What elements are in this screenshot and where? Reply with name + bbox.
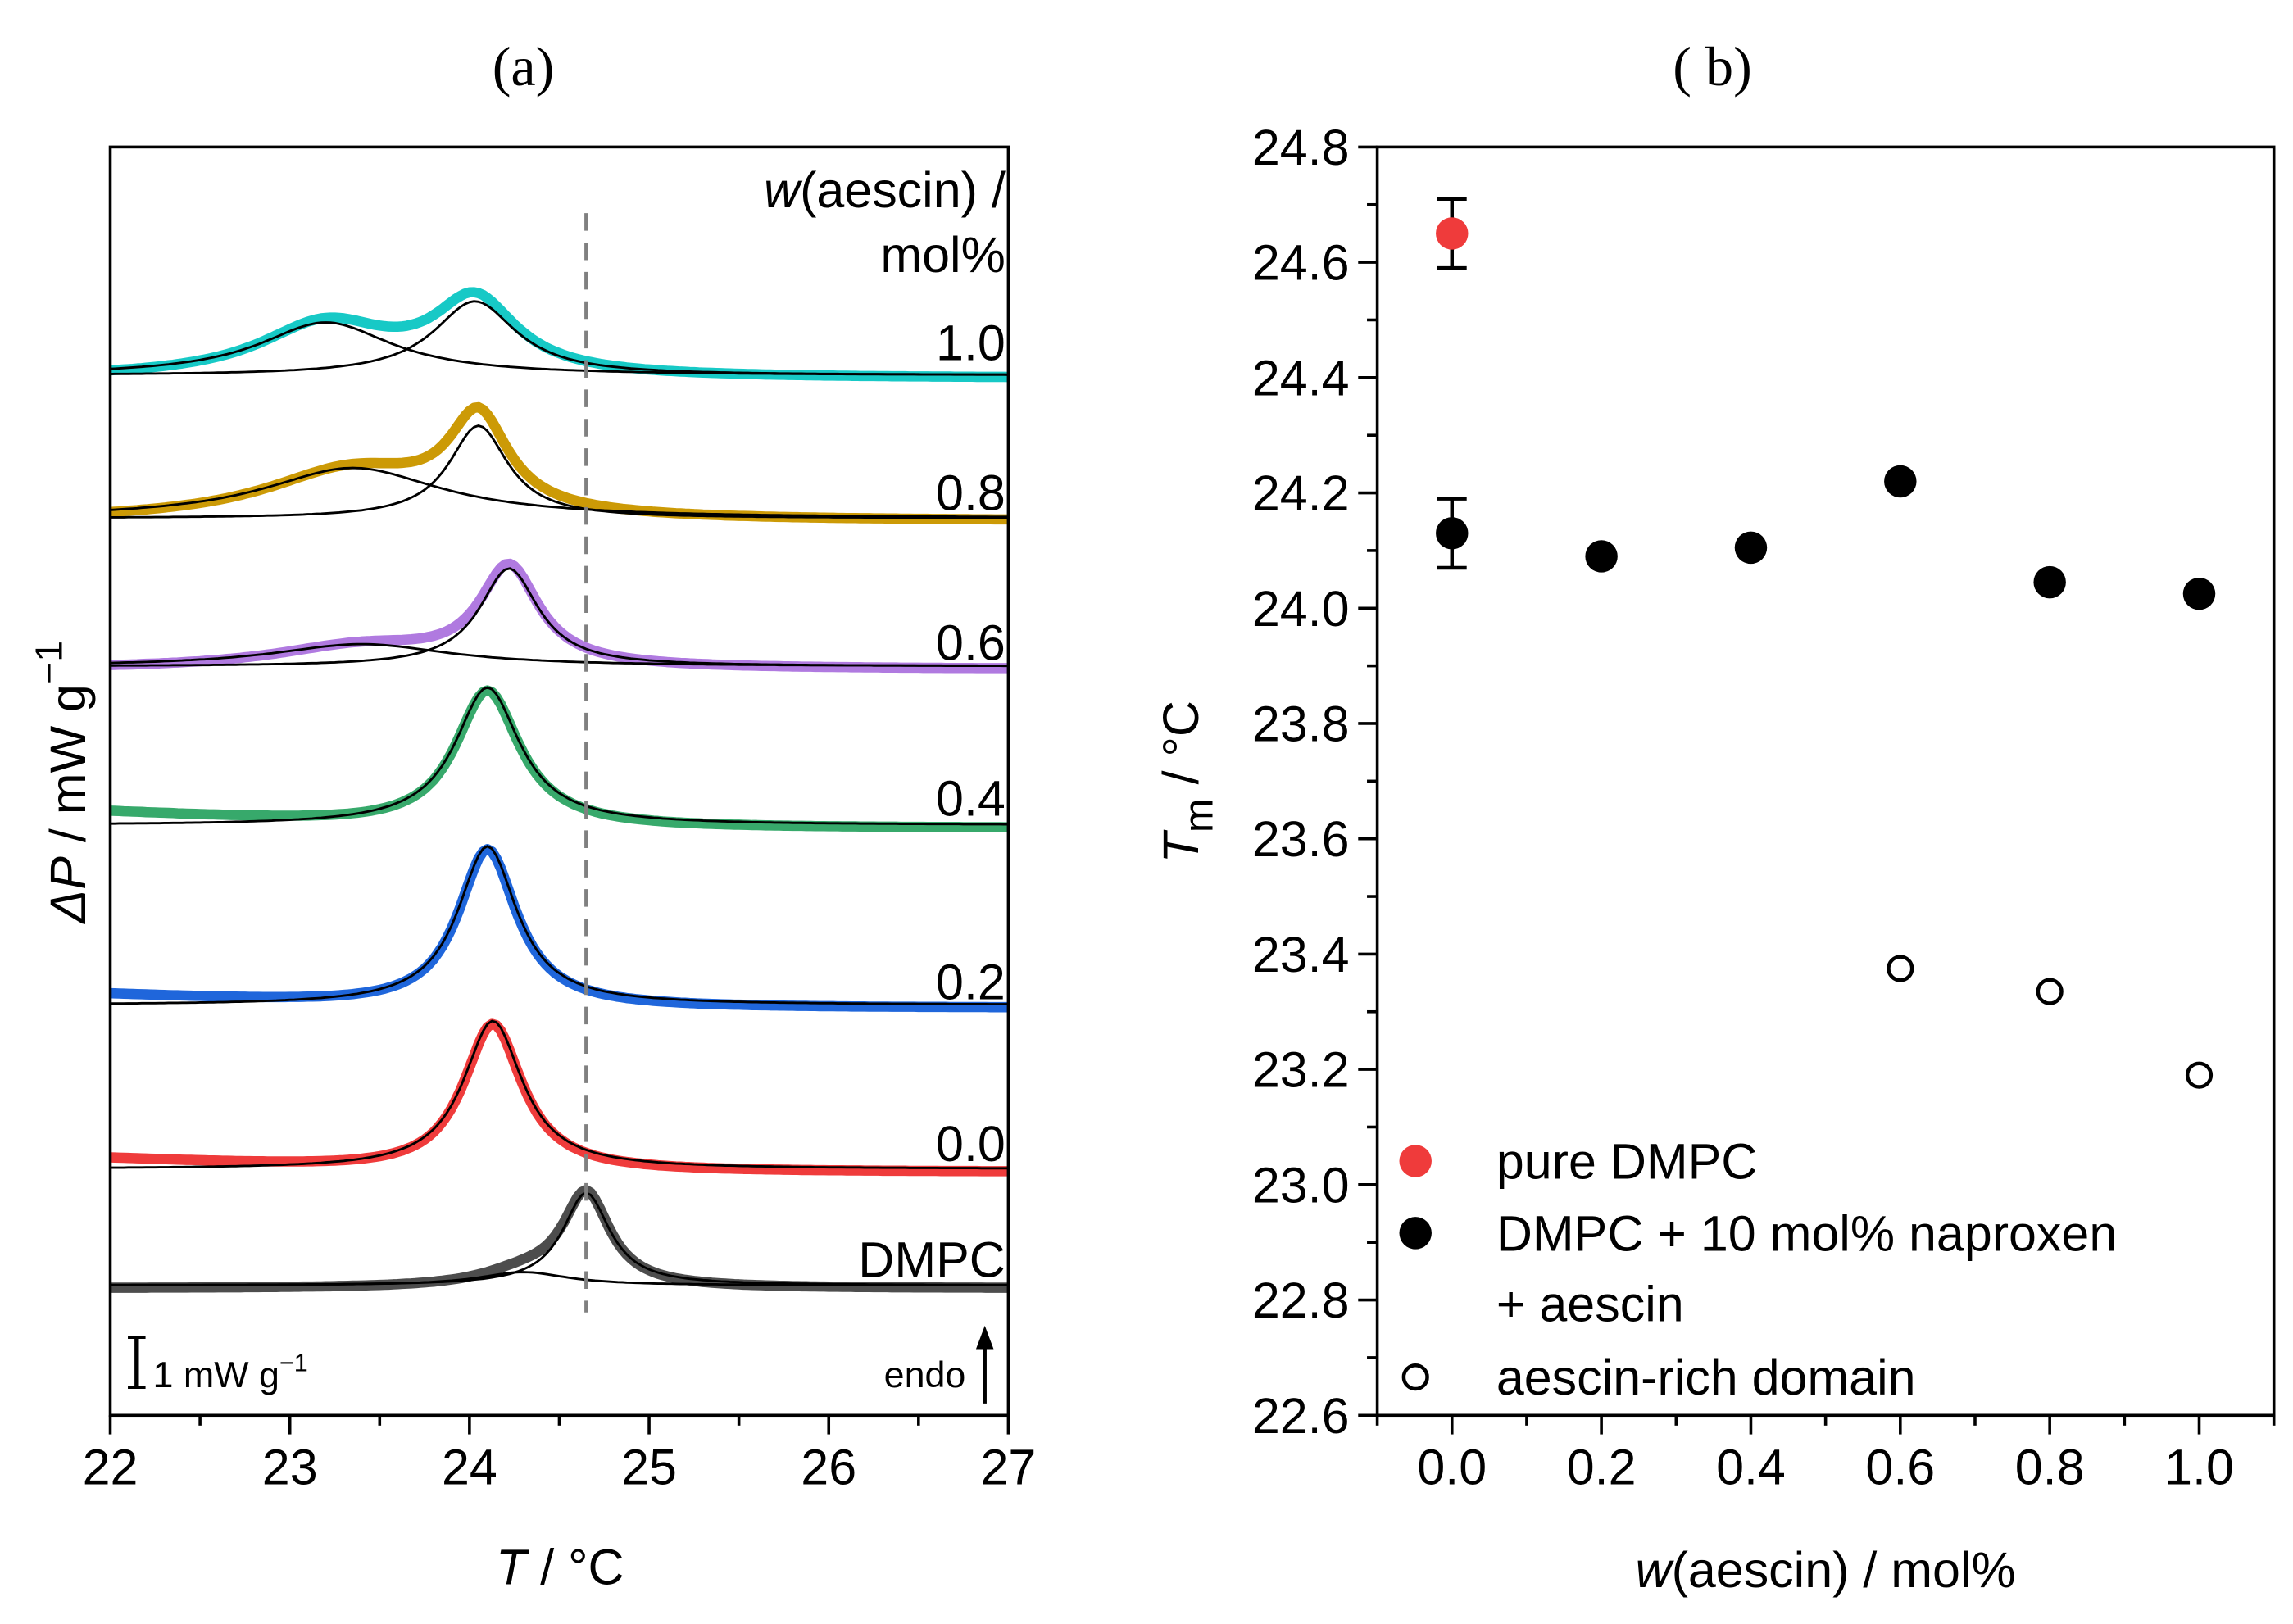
- data-point-filled: [1436, 217, 1469, 250]
- scale-bar-label: 1 mW g−1: [153, 1349, 308, 1395]
- legend-label-aescin-rich: aescin-rich domain: [1496, 1350, 1916, 1405]
- y-tick-label-b: 22.8: [1252, 1272, 1350, 1328]
- dsc-trace-0.0: [109, 1018, 1010, 1177]
- data-point-filled: [1884, 465, 1917, 498]
- x-tick-label-b: 1.0: [2164, 1440, 2234, 1495]
- data-point-open: [1887, 955, 1914, 982]
- y-tick-label-b: 24.6: [1252, 235, 1350, 291]
- data-point-open: [2185, 1061, 2214, 1089]
- fit-curve-0.8: [110, 466, 1009, 519]
- panel-b-plot: 22.6 22.8 23.0 23.2 23.4 23.6 23.8 24.0 24.2 24.4…: [1252, 120, 2276, 1495]
- x-tick-label-b: 0.8: [2015, 1440, 2085, 1495]
- y-axis-label-a: ΔP / mW g−1: [27, 641, 96, 925]
- x-tick-label-b: 0.2: [1567, 1440, 1637, 1495]
- trace-label-0.8: 0.8: [936, 465, 1006, 520]
- legend-b: pure DMPC DMPC + 10 mol% naproxen + aesc…: [1496, 1134, 2117, 1406]
- x-tick-label-a: 23: [262, 1440, 318, 1495]
- x-axis-label-a: T / °C: [496, 1540, 624, 1595]
- y-tick-label-b: 24.4: [1252, 350, 1350, 406]
- data-point-filled: [1585, 540, 1618, 573]
- panel-a-plot: 22 23 24 25 26 27: [83, 213, 1036, 1495]
- y-tick-label-b: 22.6: [1252, 1388, 1350, 1444]
- fit-curve-0.6: [110, 642, 1009, 667]
- panel-b-frame: [1375, 145, 2276, 1418]
- panel-a-frame: [108, 145, 1010, 1418]
- fit-curve-0.2: [110, 845, 1009, 1006]
- dsc-trace-0.6: [109, 558, 1010, 674]
- trace-label-0.6: 0.6: [936, 615, 1006, 670]
- fit-curve-1.0: [110, 300, 1009, 376]
- legend-title-a-line2: mol%: [880, 227, 1005, 283]
- fit-curve-1.0: [110, 321, 1009, 376]
- y-tick-label-b: 23.8: [1252, 696, 1350, 752]
- endo-label: endo: [884, 1354, 966, 1395]
- legend-marker-filled: [1399, 1217, 1432, 1250]
- fit-curve-0.8: [110, 424, 1009, 519]
- panel-a-title: (a): [493, 35, 555, 98]
- legend-marker-open: [1401, 1363, 1429, 1391]
- x-tick-label-b: 0.0: [1417, 1440, 1487, 1495]
- data-point-filled: [2182, 577, 2216, 610]
- y-tick-label-b: 23.0: [1252, 1157, 1350, 1213]
- y-tick-label-b: 23.2: [1252, 1042, 1350, 1098]
- legend-label-naproxen-line2: + aescin: [1496, 1276, 1684, 1331]
- trace-label-DMPC: DMPC: [858, 1232, 1006, 1288]
- dsc-trace-DMPC: [109, 1185, 1010, 1293]
- x-tick-label-b: 0.6: [1865, 1440, 1935, 1495]
- dsc-trace-0.2: [109, 844, 1010, 1013]
- x-axis-label-b: w(aescin) / mol%: [1636, 1542, 2016, 1598]
- trace-label-0.0: 0.0: [936, 1116, 1006, 1172]
- trace-label-1.0: 1.0: [936, 315, 1006, 370]
- y-tick-label-b: 24.2: [1252, 465, 1350, 521]
- legend-title-a: w(aescin) /: [764, 162, 1006, 218]
- data-point-filled: [1436, 517, 1469, 550]
- legend-label-pure-dmpc: pure DMPC: [1496, 1134, 1757, 1190]
- trace-label-0.4: 0.4: [936, 770, 1006, 826]
- trace-label-0.2: 0.2: [936, 955, 1006, 1010]
- fit-curve-0.0: [110, 1019, 1009, 1170]
- fit-curve-0.4: [110, 686, 1009, 826]
- y-tick-label-b: 24.8: [1252, 120, 1350, 175]
- y-tick-label-b: 23.4: [1252, 927, 1350, 982]
- data-point-filled: [1734, 531, 1768, 565]
- data-point-filled: [2033, 565, 2066, 599]
- x-tick-label-b: 0.4: [1716, 1440, 1786, 1495]
- y-axis-label-b: Tm / °C: [1153, 701, 1222, 863]
- data-point-open: [2036, 978, 2064, 1005]
- panel-b-title: ( b): [1673, 35, 1752, 98]
- fit-curve-DMPC: [110, 1271, 1009, 1286]
- dsc-trace-0.4: [109, 685, 1010, 832]
- fit-curve-0.6: [110, 567, 1009, 668]
- x-tick-label-a: 24: [442, 1440, 497, 1495]
- legend-marker-filled: [1399, 1145, 1432, 1177]
- y-tick-label-b: 23.6: [1252, 811, 1350, 867]
- y-tick-label-b: 24.0: [1252, 581, 1350, 637]
- x-tick-label-a: 22: [83, 1440, 138, 1495]
- dsc-trace-1.0: [109, 287, 1010, 383]
- legend-label-naproxen: DMPC + 10 mol% naproxen: [1496, 1205, 2117, 1261]
- x-tick-label-a: 25: [621, 1440, 677, 1495]
- x-tick-label-a: 26: [801, 1440, 856, 1495]
- x-tick-label-a: 27: [980, 1440, 1036, 1495]
